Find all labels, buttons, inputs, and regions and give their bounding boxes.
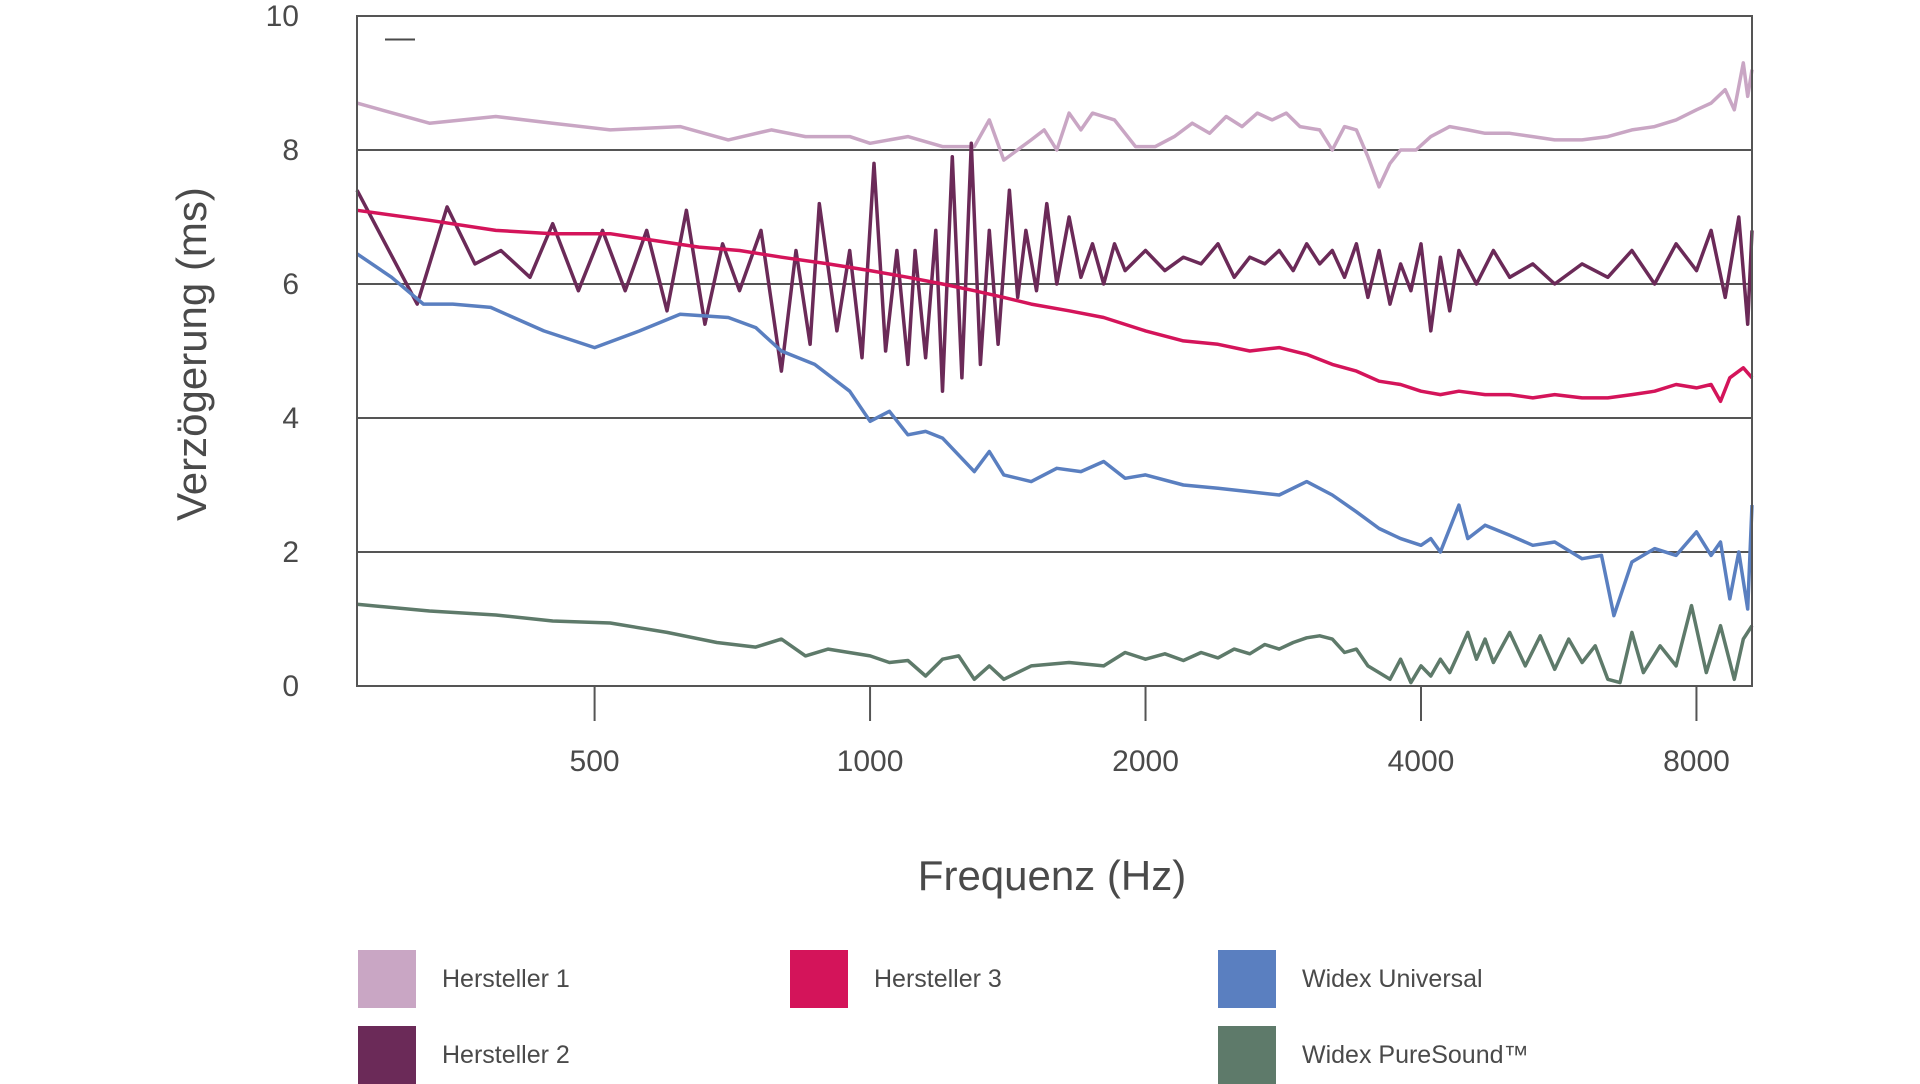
series-lines <box>355 61 1754 685</box>
gridlines <box>357 149 1752 553</box>
series-line-2 <box>355 141 1754 393</box>
y-axis-title: Verzögerung (ms) <box>168 187 215 521</box>
axes: 0 2 4 6 8 10 500 1000 2000 4000 8000 <box>266 0 1753 778</box>
series-line-5 <box>356 602 1754 685</box>
annotation-dash: — <box>385 21 415 54</box>
x-tick-label: 500 <box>570 745 620 778</box>
x-axis-title: Frequenz (Hz) <box>918 852 1186 899</box>
y-tick-label: 6 <box>282 268 299 301</box>
plot-frame <box>356 15 1753 687</box>
series-line-1 <box>356 61 1754 189</box>
y-tick-label: 2 <box>282 536 299 569</box>
x-tick-label: 2000 <box>1112 745 1179 778</box>
series-line-4 <box>356 252 1754 618</box>
y-tick-label: 8 <box>282 134 299 167</box>
x-tick-label: 1000 <box>837 745 904 778</box>
y-tick-label: 10 <box>266 0 299 33</box>
x-tick-label: 8000 <box>1663 745 1730 778</box>
x-tick-label: 4000 <box>1388 745 1455 778</box>
y-tick-label: 0 <box>282 670 299 703</box>
y-tick-label: 4 <box>282 402 299 435</box>
series-line-3 <box>356 208 1754 404</box>
